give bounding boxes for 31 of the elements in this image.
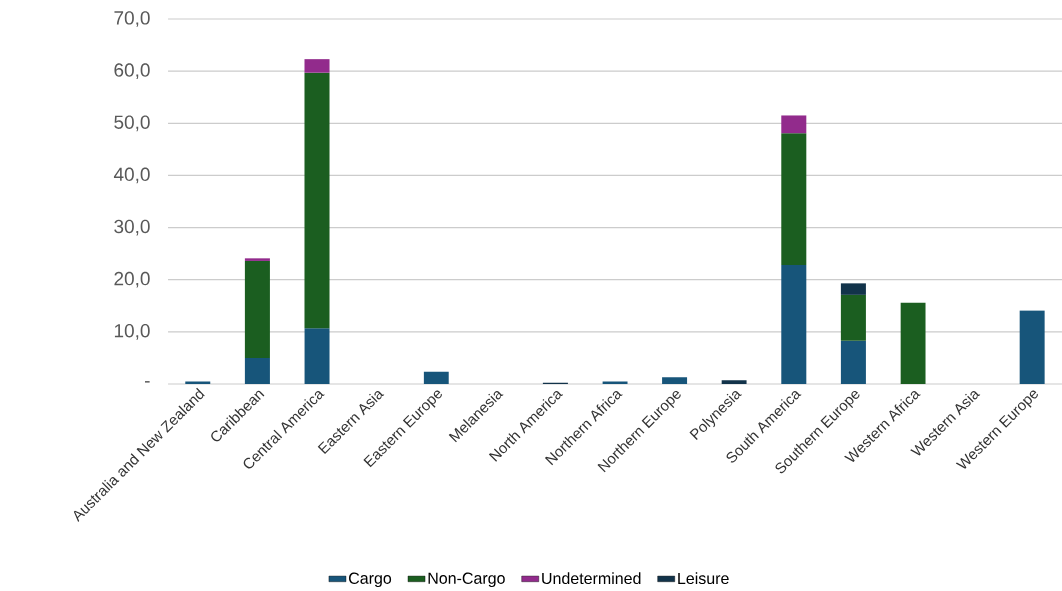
bar bbox=[840, 294, 866, 341]
bar bbox=[840, 283, 866, 295]
legend-label: Leisure bbox=[678, 572, 729, 585]
bar bbox=[244, 260, 270, 358]
bar bbox=[423, 371, 449, 384]
legend-label: Undetermined bbox=[542, 572, 641, 585]
bar bbox=[781, 115, 807, 134]
bar bbox=[244, 357, 270, 384]
y-tick-label: 30,0 bbox=[114, 219, 150, 236]
bar bbox=[1019, 310, 1045, 384]
bar bbox=[304, 72, 330, 329]
bar bbox=[602, 381, 628, 384]
bar bbox=[304, 59, 330, 73]
y-tick-label: 40,0 bbox=[113, 167, 150, 184]
legend-label: Cargo bbox=[349, 572, 392, 588]
legend-label: Non-Cargo bbox=[428, 572, 505, 588]
bar bbox=[662, 377, 688, 384]
bar bbox=[781, 265, 807, 384]
y-tick-label: 70,0 bbox=[114, 11, 150, 27]
y-tick-label: 10,0 bbox=[114, 324, 150, 340]
y-tick-label: 50,0 bbox=[114, 115, 150, 132]
y-tick-label: - bbox=[145, 381, 150, 383]
bar bbox=[244, 258, 270, 261]
bar bbox=[840, 340, 866, 384]
bar bbox=[185, 381, 211, 384]
y-tick-label: 20,0 bbox=[114, 271, 150, 288]
y-tick-label: 60,0 bbox=[114, 63, 150, 79]
bar bbox=[304, 328, 330, 384]
bar bbox=[721, 380, 747, 384]
bar bbox=[900, 302, 926, 384]
bar bbox=[781, 133, 807, 266]
